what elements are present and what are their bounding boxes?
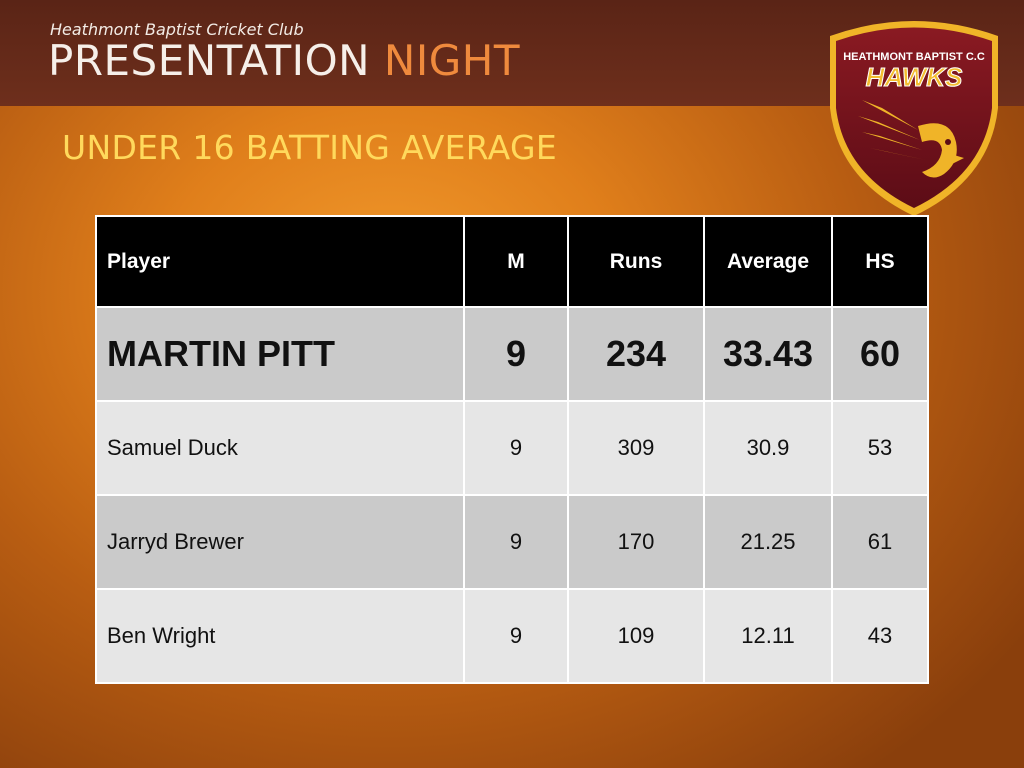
section-title: UNDER 16 BATTING AVERAGE (62, 128, 557, 167)
hs-cell: 43 (831, 588, 929, 684)
matches-cell: 9 (463, 588, 569, 684)
hawk-shield-logo-icon: HEATHMONT BAPTIST C.C HAWKS (830, 21, 998, 216)
matches-cell: 9 (463, 400, 569, 496)
hs-cell: 53 (831, 400, 929, 496)
batting-average-table: Player M Runs Average HS MARTIN PITT 9 2… (95, 215, 929, 684)
title-main: PRESENTATION (48, 36, 371, 85)
table-row: Jarryd Brewer 9 170 21.25 61 (95, 494, 929, 590)
hawk-icon (858, 100, 964, 178)
player-name: Ben Wright (95, 588, 465, 684)
col-header-average: Average (703, 215, 833, 308)
title-accent: NIGHT (383, 36, 520, 85)
col-header-hs: HS (831, 215, 929, 308)
logo-club-text: HEATHMONT BAPTIST C.C (843, 51, 985, 63)
table-row: Ben Wright 9 109 12.11 43 (95, 588, 929, 684)
table-row: MARTIN PITT 9 234 33.43 60 (95, 306, 929, 402)
hs-cell: 60 (831, 306, 929, 402)
table-header-row: Player M Runs Average HS (95, 215, 929, 308)
average-cell: 33.43 (703, 306, 833, 402)
club-name: Heathmont Baptist Cricket Club (50, 20, 304, 39)
page-title: PRESENTATION NIGHT (48, 38, 520, 84)
runs-cell: 170 (567, 494, 705, 590)
player-name: Samuel Duck (95, 400, 465, 496)
player-name: MARTIN PITT (95, 306, 465, 402)
col-header-runs: Runs (567, 215, 705, 308)
runs-cell: 109 (567, 588, 705, 684)
table-row: Samuel Duck 9 309 30.9 53 (95, 400, 929, 496)
average-cell: 21.25 (703, 494, 833, 590)
runs-cell: 234 (567, 306, 705, 402)
player-name: Jarryd Brewer (95, 494, 465, 590)
col-header-player: Player (95, 215, 465, 308)
matches-cell: 9 (463, 494, 569, 590)
matches-cell: 9 (463, 306, 569, 402)
col-header-matches: M (463, 215, 569, 308)
logo-team-text: HAWKS (866, 62, 963, 92)
average-cell: 12.11 (703, 588, 833, 684)
runs-cell: 309 (567, 400, 705, 496)
hs-cell: 61 (831, 494, 929, 590)
average-cell: 30.9 (703, 400, 833, 496)
